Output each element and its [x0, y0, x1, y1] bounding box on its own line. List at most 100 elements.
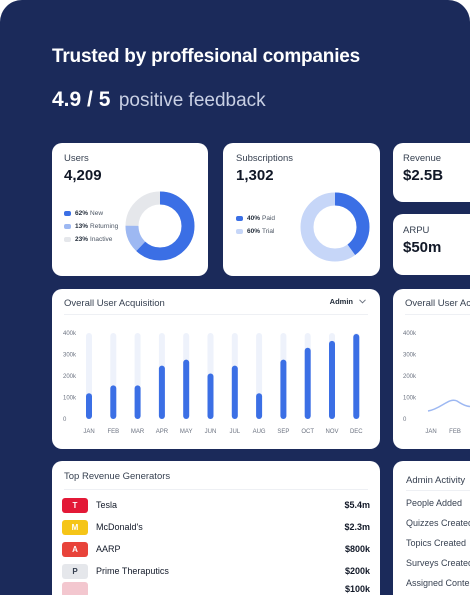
list-item[interactable]: A AARP $800k — [62, 539, 370, 559]
x-tick-label: JUL — [229, 429, 240, 435]
subscriptions-card[interactable]: Subscriptions 1,302 40% Paid 60% Trial — [223, 143, 380, 276]
legend-swatch — [236, 229, 243, 234]
list-item[interactable]: $100k — [62, 579, 370, 595]
x-tick-label: OCT — [301, 429, 314, 435]
subscriptions-value: 1,302 — [236, 167, 274, 184]
activity-item[interactable]: Assigned Conte — [406, 578, 470, 588]
item-name: McDonald's — [96, 522, 143, 532]
y-tick-label: 0 — [63, 417, 67, 423]
list-item[interactable]: P Prime Theraputics $200k — [62, 561, 370, 581]
x-tick-label: MAY — [180, 429, 193, 435]
activity-item[interactable]: Topics Created — [406, 538, 467, 548]
revenue-card[interactable]: Revenue $2.5B — [393, 143, 470, 202]
legend-swatch — [64, 237, 71, 242]
item-name: AARP — [96, 544, 121, 554]
tesla-logo-icon: T — [62, 497, 88, 513]
item-value: $800k — [344, 544, 370, 554]
y-tick-label: 100k — [403, 396, 417, 402]
donut-segment-returning — [125, 191, 195, 261]
users-legend: 62% New 13% Returning 23% Inactive — [64, 207, 118, 246]
company-logo-icon — [62, 581, 88, 595]
bar-jul — [231, 365, 238, 419]
y-tick-label: 300k — [63, 353, 77, 359]
x-tick-label: FEB — [107, 429, 119, 435]
x-tick-label: MAR — [131, 429, 145, 435]
bar-oct — [304, 347, 311, 419]
admin-dropdown[interactable]: Admin — [330, 297, 366, 306]
y-tick-label: 200k — [63, 374, 77, 380]
rating-score: 4.9 / 5 — [52, 88, 111, 111]
x-tick-label: SEP — [277, 429, 289, 435]
users-card[interactable]: Users 4,209 62% New 13% Returning 23% Inact… — [52, 143, 208, 276]
y-tick-label: 200k — [403, 374, 417, 380]
x-tick-label: FEB — [449, 429, 461, 435]
arpu-value: $50m — [403, 239, 442, 256]
y-tick-label: 300k — [403, 353, 417, 359]
bar-apr — [158, 365, 165, 419]
legend-item: 60% Trial — [236, 225, 275, 238]
dropdown-label: Admin — [329, 297, 353, 306]
mcdonalds-logo-icon: M — [62, 519, 88, 535]
subscriptions-title: Subscriptions — [236, 153, 294, 164]
y-tick-label: 0 — [403, 417, 407, 423]
admin-activity-title: Admin Activity — [406, 475, 466, 486]
prime-logo-icon: P — [62, 563, 88, 579]
item-value: $2.3m — [344, 522, 370, 532]
arpu-card[interactable]: ARPU $50m — [393, 214, 470, 275]
legend-swatch — [64, 224, 71, 229]
acquisition2-title: Overall User Act — [405, 298, 470, 309]
arpu-title: ARPU — [403, 225, 430, 236]
y-tick-label: 400k — [63, 331, 77, 337]
bar-mar — [134, 385, 141, 419]
legend-swatch — [236, 216, 243, 221]
legend-item: 40% Paid — [236, 212, 275, 225]
acquisition-card-2: Overall User Act 400k 300k 200k 100k 0 JAN FEB — [393, 289, 470, 449]
item-name: Prime Theraputics — [96, 566, 169, 576]
top-revenue-card: Top Revenue Generators T Tesla $5.4m M M… — [52, 461, 380, 595]
bar-feb — [110, 385, 117, 419]
card-divider — [64, 489, 368, 490]
acquisition-card: Overall User Acquisition Admin 400k 300k 2… — [52, 289, 380, 449]
bar-jun — [207, 373, 214, 419]
card-divider — [406, 490, 470, 491]
subscriptions-donut — [300, 192, 370, 262]
list-item[interactable]: T Tesla $5.4m — [62, 495, 370, 515]
users-value: 4,209 — [64, 167, 102, 184]
area-line — [427, 399, 470, 412]
revenue-title: Revenue — [403, 153, 442, 164]
acquisition-title: Overall User Acquisition — [64, 298, 165, 309]
y-tick-label: 100k — [63, 396, 77, 402]
donut-segment-new — [125, 191, 195, 261]
bar-aug — [256, 393, 263, 419]
activity-item[interactable]: Surveys Created — [406, 558, 470, 568]
headline: Trusted by proffesional companies — [52, 46, 361, 67]
donut-segment-paid — [300, 192, 370, 262]
rating: 4.9 / 5 positive feedback — [52, 88, 266, 112]
y-tick-label: 400k — [403, 331, 417, 337]
item-name: Tesla — [96, 500, 118, 510]
users-title: Users — [64, 153, 89, 164]
bar-jan — [86, 393, 92, 419]
users-donut — [125, 191, 195, 261]
activity-item[interactable]: Quizzes Created — [406, 518, 470, 528]
x-tick-label: NOV — [325, 429, 338, 435]
legend-item: 23% Inactive — [64, 233, 118, 246]
bar-dec — [353, 333, 360, 419]
list-item[interactable]: M McDonald's $2.3m — [62, 517, 370, 537]
activity-item[interactable]: People Added — [406, 498, 463, 508]
legend-item: 13% Returning — [64, 220, 118, 233]
x-tick-label: JAN — [425, 429, 436, 435]
legend-swatch — [64, 211, 71, 216]
bar-nov — [329, 340, 335, 419]
x-tick-label: DEC — [350, 429, 363, 435]
card-divider — [64, 314, 368, 315]
rating-label: positive feedback — [118, 90, 266, 111]
bar-may — [183, 359, 190, 419]
x-tick-label: APR — [156, 429, 169, 435]
bar-sep — [280, 359, 287, 419]
acquisition-bar-chart: 400k 300k 200k 100k 0 JAN FEB MAR APR MAY JUN JUL AU… — [63, 331, 363, 435]
revenue-value: $2.5B — [403, 167, 444, 184]
aarp-logo-icon: A — [62, 541, 88, 557]
admin-activity-card: Admin Activity People Added Quizzes Crea… — [393, 461, 470, 595]
